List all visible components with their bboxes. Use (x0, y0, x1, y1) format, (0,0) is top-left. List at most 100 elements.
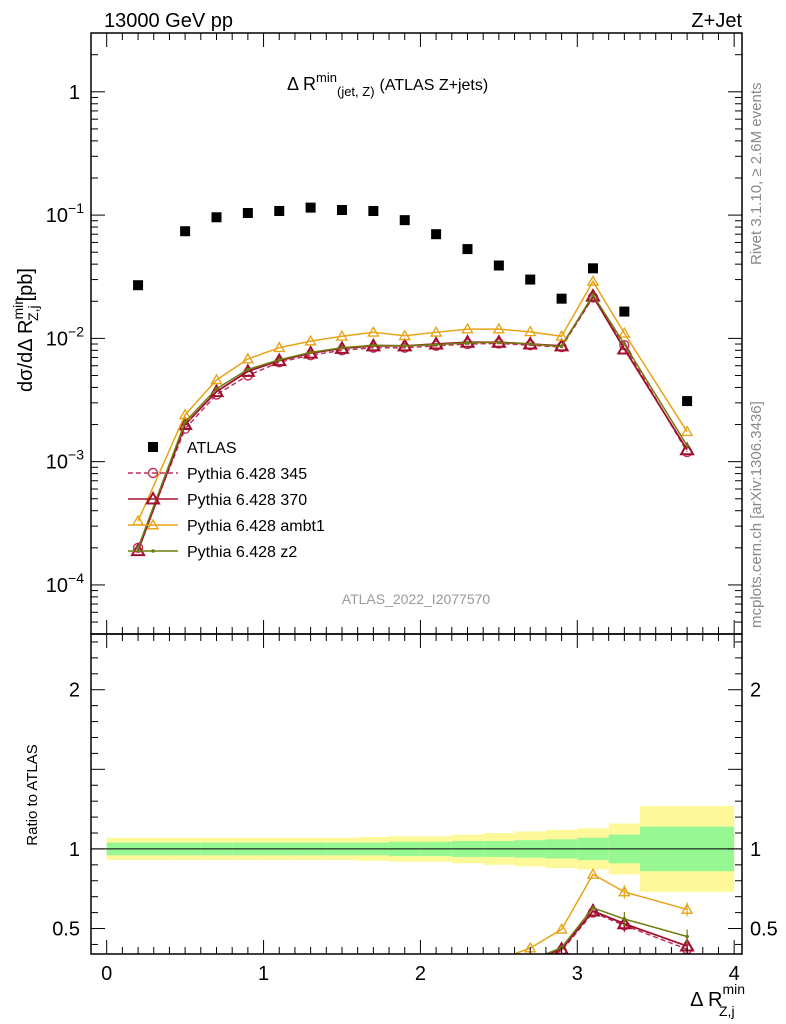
main-series-group (130, 274, 695, 557)
atlas-data-point (556, 293, 567, 304)
series-point-main (585, 288, 601, 302)
series-point-main (434, 342, 438, 347)
legend-label: Pythia 6.428 370 (187, 492, 307, 509)
series-point-main (528, 342, 533, 346)
analysis-watermark: ATLAS_2022_I2077570 (342, 591, 491, 607)
series-point-main (402, 344, 407, 348)
x-tick-label: 0 (101, 963, 112, 985)
atlas-data-point (133, 280, 144, 291)
legend-label: Pythia 6.428 z2 (187, 544, 297, 561)
atlas-data-point (619, 306, 630, 317)
y-tick-label: 1 (69, 82, 80, 104)
series-point-main (586, 274, 600, 286)
legend-marker (145, 490, 161, 505)
series-point-ratio (555, 922, 568, 934)
legend-marker (147, 467, 159, 479)
y-label-main: dσ/dΔ R (15, 320, 37, 392)
plot-title-sup: min (316, 70, 337, 85)
series-point-main (273, 341, 286, 353)
series-line-ratio (543, 906, 688, 954)
series-point-main (130, 542, 146, 557)
main-y-axis-label: dσ/dΔ RminZ,j [pb] (10, 268, 41, 392)
plot-title-sub: (jet, Z) (337, 84, 375, 99)
atlas-data-point (242, 208, 253, 219)
legend: ATLAS Pythia 6.428 345 Pythia 6.428 370 Pyt… (128, 440, 325, 561)
ratio-y-axis: 0.5 0.5 1 1 2 2 (52, 641, 778, 945)
y-tick-base: 10 (46, 328, 68, 350)
series-point-main (429, 325, 443, 337)
series-point-main (246, 367, 250, 372)
series-point-main (304, 334, 317, 346)
series-point-main (555, 329, 568, 341)
y-tick-label: 10−4 (46, 570, 84, 597)
series-point-main (136, 546, 140, 550)
plot-title-rest: (ATLAS Z+jets) (380, 77, 489, 94)
rivet-version-text: Rivet 3.1.10, ≥ 2.6M events (748, 83, 765, 266)
series-point-ratio (586, 867, 600, 879)
series-point-main (428, 336, 444, 350)
atlas-data-point (525, 274, 536, 285)
atlas-data-point (274, 205, 285, 216)
series-point-main (618, 326, 631, 338)
y-tick-exponent: −1 (68, 200, 84, 216)
x-tick-label: 2 (415, 963, 426, 985)
series-point-main (553, 337, 570, 352)
main-panel: 10−410−310−210−11 Δ Rmin(jet, Z) (ATLAS Z… (10, 32, 743, 635)
y-tick-base: 10 (46, 452, 68, 474)
y-tick-exponent: −4 (68, 570, 84, 586)
ratio-panel: 0.5 0.5 1 1 2 2 0 1 2 3 4 Ratio to ATLAS Δ Rmin Z,… (24, 633, 778, 1019)
atlas-data-point (211, 212, 222, 223)
y-tick-label: 10−1 (46, 200, 84, 227)
series-line-main (137, 279, 688, 522)
series-point-main (241, 352, 255, 364)
ratio-y-tick-label-right: 2 (750, 680, 761, 702)
series-point-main (679, 441, 695, 456)
y-label-sup: min (10, 297, 26, 320)
series-point-main (680, 425, 694, 437)
series-point-main (591, 293, 595, 297)
series-point-main (277, 358, 282, 362)
series-line-main (137, 293, 688, 549)
series-point-main (398, 329, 411, 341)
header-left: 13000 GeV pp (104, 10, 233, 32)
y-label-sub: Z,j (25, 305, 41, 321)
series-point-main (371, 343, 376, 348)
atlas-data-point (305, 202, 316, 213)
atlas-data-point (682, 396, 693, 407)
ratio-x-axis: 0 1 2 3 4 (101, 634, 740, 985)
ratio-y-tick-label-right: 1 (750, 839, 761, 861)
ratio-y-tick-label-left: 2 (69, 680, 80, 702)
atlas-data-point (431, 229, 442, 240)
plot-title-main: Δ R (287, 74, 316, 94)
x-tick-label: 3 (572, 963, 583, 985)
y-tick-base: 10 (46, 575, 68, 597)
atlas-data-points (133, 202, 693, 407)
ratio-series-group (511, 867, 695, 954)
legend-marker (146, 518, 160, 530)
header-right: Z+Jet (691, 10, 742, 32)
series-point-main (367, 325, 380, 337)
legend-label: Pythia 6.428 ambt1 (187, 518, 325, 535)
main-y-axis: 10−410−310−210−11 (46, 32, 742, 635)
series-point-ratio (591, 906, 595, 910)
series-point-main (492, 322, 506, 334)
legend-label: Pythia 6.428 345 (187, 466, 307, 483)
atlas-data-point (368, 205, 379, 216)
atlas-data-point (399, 215, 410, 226)
mcplots-credit-text: mcplots.cern.ch [arXiv:1306.3436] (748, 401, 765, 628)
atlas-data-point (180, 226, 191, 237)
series-point-main (214, 386, 219, 391)
series-point-main (622, 342, 627, 346)
y-label-unit: [pb] (15, 268, 37, 301)
y-tick-label: 10−2 (46, 323, 84, 350)
series-point-main (461, 322, 474, 334)
series-point-main (210, 373, 223, 385)
series-point-main (308, 350, 313, 355)
series-point-main (459, 334, 476, 348)
atlas-data-point (336, 204, 347, 215)
y-tick-base: 10 (46, 205, 68, 227)
plot-title: Δ Rmin(jet, Z) (ATLAS Z+jets) (287, 70, 488, 99)
y-tick-exponent: −3 (68, 447, 84, 463)
legend-marker (151, 549, 155, 553)
